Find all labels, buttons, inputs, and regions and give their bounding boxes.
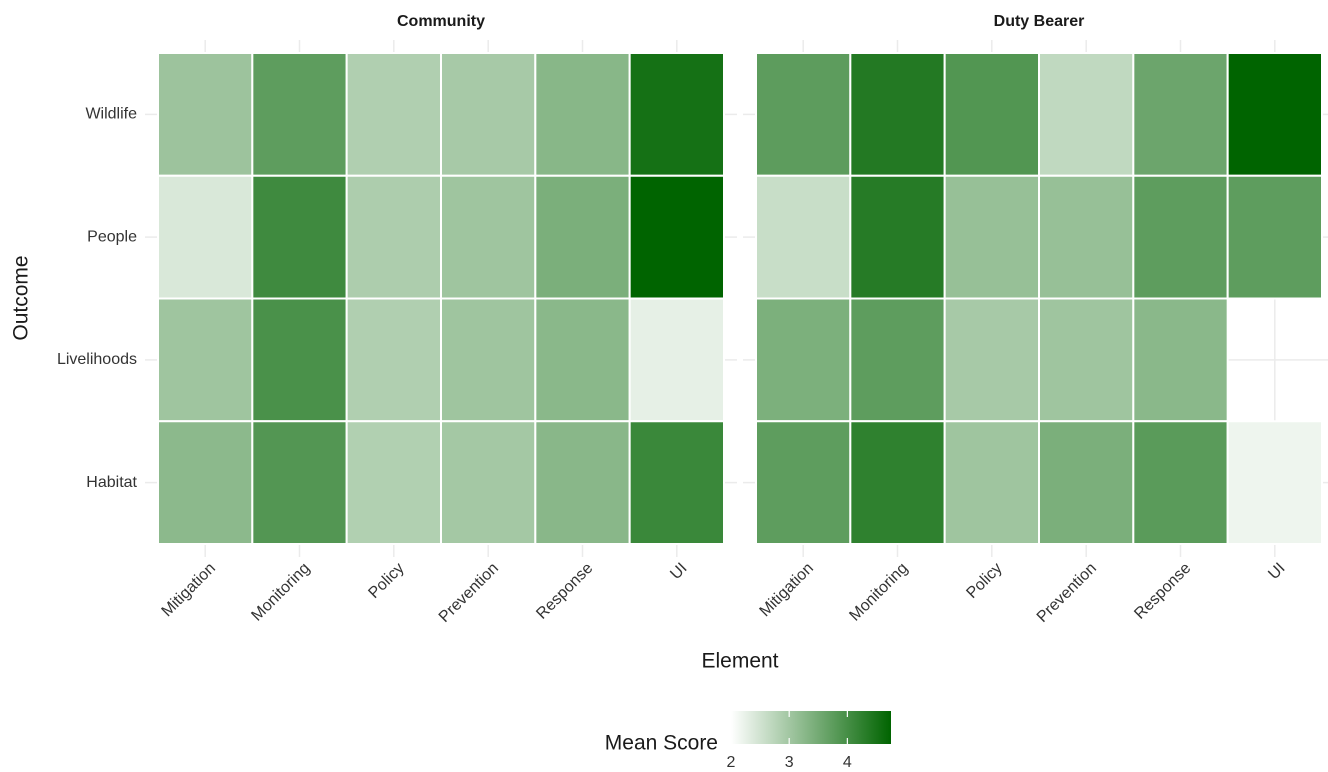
heatmap-cell xyxy=(849,174,946,300)
x-tick-label: Mitigation xyxy=(159,560,219,620)
heatmap-cell xyxy=(440,297,537,423)
heatmap-cell xyxy=(1038,52,1135,177)
y-tick-label: Habitat xyxy=(86,474,137,491)
heatmap-cell xyxy=(1226,174,1323,300)
heatmap-cell xyxy=(251,174,348,300)
heatmap-cell xyxy=(1038,174,1135,300)
colorbar xyxy=(731,711,891,744)
legend-tick-label: 2 xyxy=(727,754,736,771)
x-axis-title: Element xyxy=(701,650,778,673)
y-tick-label: Livelihoods xyxy=(57,351,137,368)
heatmap-cell xyxy=(1226,52,1323,177)
heatmap-cell xyxy=(157,420,254,545)
heatmap-cell xyxy=(628,420,726,545)
heatmap-cell xyxy=(157,174,254,300)
heatmap-cell xyxy=(628,297,726,423)
heatmap-cell xyxy=(534,420,631,545)
heatmap-cell xyxy=(1132,420,1229,545)
y-axis-title: Outcome xyxy=(10,255,33,340)
heatmap-cell xyxy=(251,420,348,545)
x-tick-label: Prevention xyxy=(436,560,502,626)
heatmap-cell xyxy=(345,52,442,177)
x-tick-label: Prevention xyxy=(1034,560,1100,626)
x-tick-label: Monitoring xyxy=(248,560,313,625)
heatmap-cell xyxy=(755,174,852,300)
heatmap-cell xyxy=(849,297,946,423)
heatmap-cell xyxy=(345,297,442,423)
heatmap-cell xyxy=(943,420,1041,545)
heatmap-cell xyxy=(1132,174,1229,300)
heatmap-cell xyxy=(1226,420,1323,545)
heatmap-cell xyxy=(157,52,254,177)
heatmap-cell xyxy=(628,52,726,177)
heatmap-cell xyxy=(534,174,631,300)
heatmap-cell xyxy=(251,52,348,177)
heatmap-cell xyxy=(1038,420,1135,545)
facet-title: Community xyxy=(397,13,485,30)
heatmap-cell xyxy=(534,297,631,423)
legend-title: Mean Score xyxy=(605,732,718,755)
x-tick-label: Response xyxy=(1131,560,1194,623)
x-tick-label: UI xyxy=(667,560,690,583)
heatmap-cell xyxy=(755,297,852,423)
heatmap-cell xyxy=(440,420,537,545)
heatmap-cell xyxy=(440,174,537,300)
facet-title: Duty Bearer xyxy=(994,13,1085,30)
heatmap-cell xyxy=(440,52,537,177)
x-tick-label: UI xyxy=(1265,560,1288,583)
heatmap-cell xyxy=(628,174,726,300)
x-tick-label: Policy xyxy=(963,560,1005,602)
heatmap-cell xyxy=(157,297,254,423)
y-tick-label: Wildlife xyxy=(85,106,137,123)
x-tick-label: Monitoring xyxy=(846,560,911,625)
y-tick-label: People xyxy=(87,228,137,245)
heatmap-cell xyxy=(849,52,946,177)
x-tick-label: Response xyxy=(533,560,596,623)
heatmap-cell xyxy=(755,420,852,545)
x-tick-label: Policy xyxy=(365,560,407,602)
heatmap-cell xyxy=(1132,297,1229,423)
heatmap-cell xyxy=(1132,52,1229,177)
legend-tick-label: 3 xyxy=(785,754,794,771)
x-tick-label: Mitigation xyxy=(757,560,817,620)
heatmap-cell xyxy=(849,420,946,545)
heatmap-cell xyxy=(943,52,1041,177)
heatmap-cell xyxy=(943,174,1041,300)
heatmap-cell xyxy=(345,420,442,545)
heatmap-cell xyxy=(534,52,631,177)
heatmap-cell xyxy=(345,174,442,300)
legend-tick-label: 4 xyxy=(843,754,852,771)
heatmap-cell xyxy=(943,297,1041,423)
heatmap-cell xyxy=(1038,297,1135,423)
heatmap-cell xyxy=(251,297,348,423)
heatmap-cell xyxy=(755,52,852,177)
